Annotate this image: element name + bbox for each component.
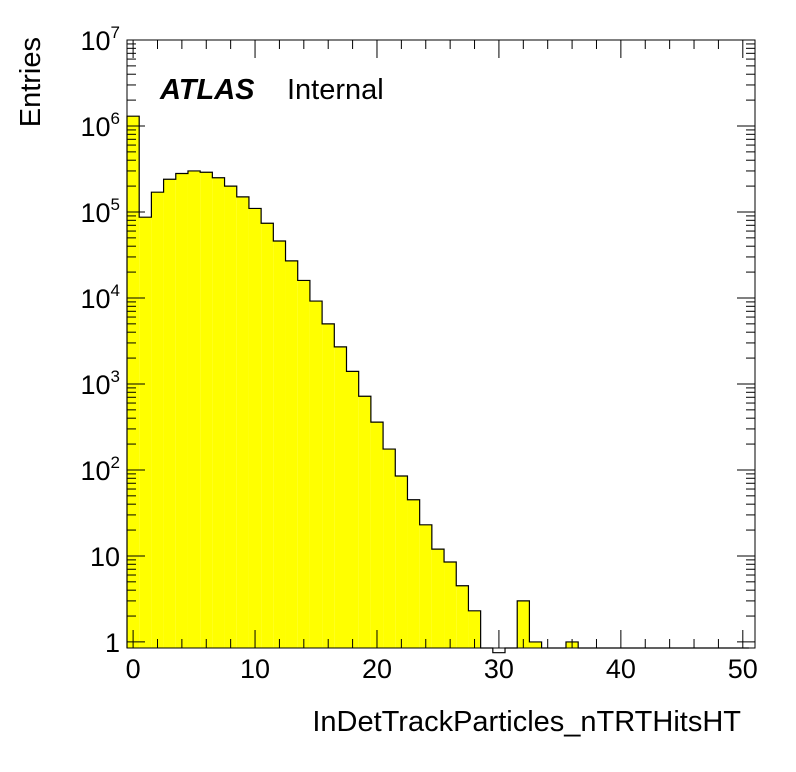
histogram-bar xyxy=(273,240,286,649)
y-tick-label: 104 xyxy=(80,281,120,314)
histogram-bar xyxy=(200,172,213,648)
y-axis-title: Entries xyxy=(15,37,47,127)
y-tick-label: 103 xyxy=(80,367,120,400)
y-tick-label: 102 xyxy=(80,453,120,486)
y-tick-label: 107 xyxy=(80,23,120,56)
histogram-bar xyxy=(456,585,469,648)
histogram-bar xyxy=(261,223,274,649)
histogram-bar xyxy=(370,422,384,648)
histogram-bar xyxy=(407,499,420,648)
histogram-bar xyxy=(322,323,335,648)
x-tick-label: 30 xyxy=(484,654,514,684)
histogram-bar xyxy=(529,641,542,648)
y-tick-label: 10 xyxy=(90,542,120,572)
histogram-bar xyxy=(127,116,140,649)
histogram-bar xyxy=(334,346,347,648)
histogram-bar xyxy=(285,260,298,648)
histogram-outline xyxy=(126,115,749,654)
y-tick-label: 1 xyxy=(105,628,120,658)
histogram-bar xyxy=(236,196,249,648)
histogram-bar xyxy=(444,562,457,648)
x-tick-label: 40 xyxy=(606,654,636,684)
histogram-bar xyxy=(431,549,445,648)
x-tick-label: 20 xyxy=(362,654,392,684)
histogram-bar xyxy=(163,179,176,648)
histogram-bar xyxy=(395,476,408,648)
internal-label: Internal xyxy=(287,74,384,106)
histogram-bar xyxy=(187,170,201,648)
y-tick-labels: 1 10 102 103 104 105 106 107 xyxy=(80,23,120,658)
x-tick-label: 50 xyxy=(728,654,758,684)
histogram-bars xyxy=(126,115,749,654)
axis-ticks xyxy=(127,39,755,648)
x-tick-labels: 0 10 20 30 40 50 xyxy=(126,654,758,684)
histogram-bar xyxy=(212,177,225,649)
histogram-bar xyxy=(383,449,396,648)
x-tick-label: 10 xyxy=(240,654,270,684)
atlas-label: ATLAS xyxy=(159,74,255,106)
y-tick-label: 105 xyxy=(80,195,120,228)
histogram-bar xyxy=(224,186,237,648)
plot-frame xyxy=(126,39,756,649)
x-tick-label: 0 xyxy=(126,654,141,684)
histogram-bar xyxy=(151,192,164,648)
histogram-bar xyxy=(139,217,152,648)
histogram-bar xyxy=(358,396,371,648)
histogram-bar xyxy=(309,301,323,648)
histogram-bar xyxy=(517,600,530,648)
histogram-bar xyxy=(175,173,188,648)
y-tick-label: 106 xyxy=(80,109,120,142)
histogram-bar xyxy=(419,524,432,648)
histogram-bar xyxy=(346,371,359,648)
histogram-bar xyxy=(248,208,262,649)
histogram-bar xyxy=(297,280,310,648)
x-axis-title: InDetTrackParticles_nTRTHitsHT xyxy=(312,706,741,738)
histogram-bar xyxy=(468,610,481,648)
